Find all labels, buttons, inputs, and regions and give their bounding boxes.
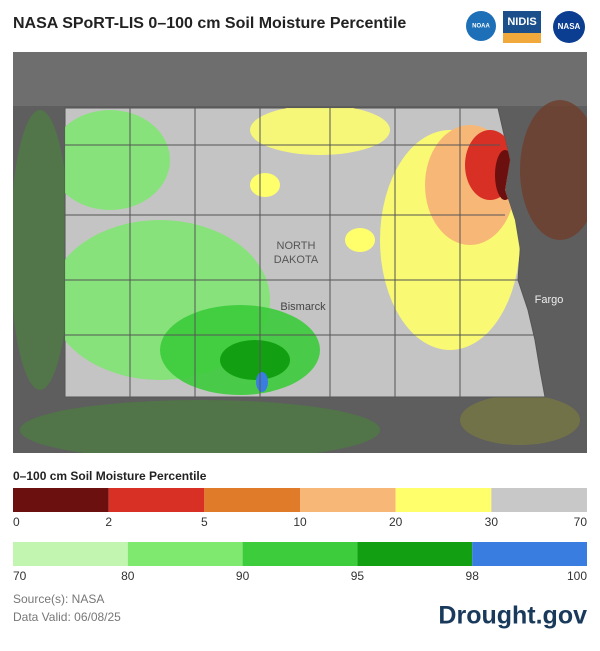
legend-title: 0–100 cm Soil Moisture Percentile bbox=[13, 469, 207, 483]
legend-swatch bbox=[13, 488, 109, 512]
legend-swatch bbox=[357, 542, 473, 566]
county-lines bbox=[65, 108, 535, 397]
soil-moisture bbox=[65, 108, 535, 397]
legend-tick-label: 98 bbox=[466, 569, 480, 583]
legend-tick-label: 100 bbox=[567, 569, 587, 583]
moisture-area bbox=[250, 108, 390, 155]
legend: 0 2 5 10 20 30 70 70 80 90 95 98 100 bbox=[13, 488, 587, 583]
outside-moisture bbox=[13, 110, 70, 390]
legend-swatch bbox=[491, 488, 587, 512]
legend-swatch bbox=[395, 488, 492, 512]
moisture-area bbox=[345, 228, 375, 252]
title: NASA SPoRT-LIS 0–100 cm Soil Moisture Pe… bbox=[13, 15, 406, 32]
legend-tick-label: 2 bbox=[105, 515, 112, 529]
legend-tick-label: 20 bbox=[389, 515, 403, 529]
logo-nasa bbox=[553, 11, 585, 43]
date: Data Valid: 06/08/25 bbox=[13, 610, 121, 624]
logos: NOAA NIDIS NASA bbox=[466, 11, 585, 43]
canada bbox=[13, 52, 587, 106]
legend-swatch bbox=[204, 488, 300, 512]
moisture-area bbox=[256, 372, 268, 392]
legend-tick-label: 70 bbox=[574, 515, 588, 529]
outside-moisture bbox=[520, 100, 587, 240]
legend-swatch bbox=[300, 488, 396, 512]
moisture-area bbox=[220, 340, 290, 380]
legend-swatch bbox=[472, 542, 587, 566]
legend-swatch bbox=[108, 488, 205, 512]
moisture-area bbox=[65, 110, 170, 210]
logo-text: NASA bbox=[558, 22, 581, 31]
map-label: Fargo bbox=[535, 294, 564, 306]
moisture-area bbox=[250, 173, 280, 197]
map: NORTH DAKOTA Bismarck Fargo bbox=[13, 52, 587, 453]
logo-stripe bbox=[503, 33, 541, 43]
logo-text: NOAA bbox=[472, 24, 490, 30]
logo-text: NIDIS bbox=[507, 16, 536, 28]
source: Source(s): NASA bbox=[13, 592, 104, 606]
map-label: DAKOTA bbox=[274, 254, 319, 266]
legend-tick-label: 70 bbox=[13, 569, 27, 583]
map-label: NORTH bbox=[277, 240, 316, 252]
logo-noaa bbox=[466, 11, 496, 41]
legend-tick-label: 5 bbox=[201, 515, 208, 529]
legend-tick-label: 30 bbox=[485, 515, 499, 529]
legend-swatch bbox=[127, 542, 243, 566]
outside-moisture bbox=[460, 395, 580, 445]
legend-tick-label: 80 bbox=[121, 569, 135, 583]
legend-tick-label: 90 bbox=[236, 569, 250, 583]
map-label: Bismarck bbox=[280, 301, 326, 313]
outside-moisture bbox=[20, 400, 380, 453]
brand: Drought.gov bbox=[438, 602, 587, 630]
legend-swatch bbox=[242, 542, 358, 566]
legend-tick-label: 0 bbox=[13, 515, 20, 529]
legend-tick-label: 10 bbox=[293, 515, 307, 529]
legend-swatch bbox=[13, 542, 128, 566]
legend-tick-label: 95 bbox=[351, 569, 365, 583]
